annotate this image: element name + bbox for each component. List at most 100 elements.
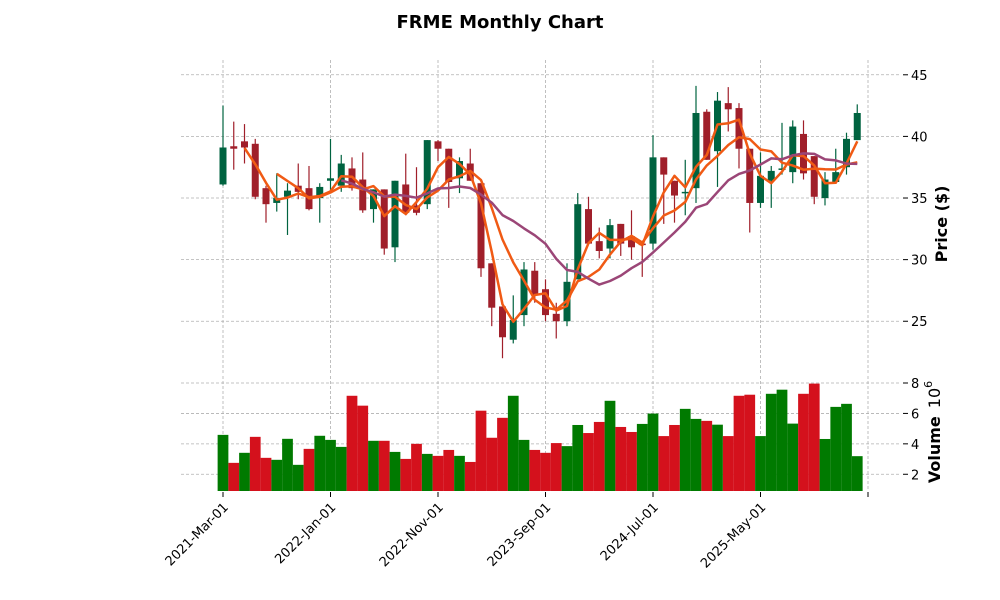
candle-body [434,141,442,149]
volume-bar [325,439,336,491]
candle-body [499,306,506,338]
volume-bar [604,400,616,491]
volume-bar [454,455,465,491]
volume-bar [357,405,369,491]
volume-bar [765,393,777,491]
volume-bar [421,453,433,491]
candle-body [531,270,539,296]
chart-title: FRME Monthly Chart [397,12,604,33]
volume-bar [303,448,315,491]
candles [219,85,861,359]
date-tick-label: 2022-Jan-01 [272,500,339,567]
volume-bar [368,440,379,491]
price-tick-label: 30 [911,254,928,269]
candle-body [778,168,786,170]
volume-bar [787,423,799,491]
volume-bar [798,393,809,491]
candle-body [853,112,861,141]
volume-axis: 2 4 6 8 [903,377,919,483]
candle-body [821,179,829,199]
volume-axis-label: Volume 106 [922,381,944,483]
candle-body [703,111,711,160]
candle-body [585,209,592,244]
candle-body [552,313,560,322]
candle-body [757,175,764,203]
candle-body [327,178,334,181]
candle-body [692,112,700,189]
volume-bar [443,449,455,491]
volume-bar [841,403,852,491]
volume-bar [271,459,283,491]
volume-bar [228,462,240,491]
candle-body [681,191,689,194]
candle-body [456,161,463,179]
volume-bar [830,406,842,491]
volume-bars [217,383,863,491]
candle-body [724,103,732,110]
candle-body [767,170,775,181]
volume-bar [808,383,820,491]
volume-bar [486,437,498,491]
price-tick-label: 40 [911,130,928,145]
candle-body [423,140,431,205]
candle-body [574,204,582,280]
candle-body [649,157,657,244]
candle-body [316,186,324,199]
candle-body [789,126,797,173]
volume-bar [701,420,713,491]
volume-bar [572,424,584,491]
volume-bar [282,438,293,491]
candle-body [810,156,818,197]
candle-body [391,180,399,248]
candle-body [832,172,840,182]
candle-body [284,190,291,197]
volume-bar [249,436,261,491]
volume-bar [260,457,272,491]
candle-body [520,269,528,316]
moving-average-12-line [340,152,858,286]
price-tick-label: 45 [911,69,928,84]
volume-bar [679,408,691,491]
volume-tick-label: 4 [911,438,919,453]
date-tick-label: 2022-Nov-01 [377,500,447,570]
candle-body [735,108,743,149]
price-axis: 25 30 35 40 45 [903,69,928,330]
candle-body [488,263,496,308]
volume-bar [529,449,541,491]
candle-body [542,289,549,316]
candle-body [628,236,635,248]
volume-tick-label: 2 [911,468,919,483]
candle-body [509,320,517,340]
volume-bar [744,394,756,491]
candle-body [337,163,345,186]
volume-bar [561,446,573,491]
volume-bar [722,436,734,491]
volume-tick-label: 6 [911,407,919,422]
volume-bar [475,410,487,491]
candle-body [219,147,227,185]
candle-body [595,241,603,252]
volume-bar [550,443,562,491]
candle-body [746,148,754,203]
moving-average-3-line [243,118,859,323]
price-tick-label: 25 [911,315,928,330]
volume-bar [776,389,788,491]
candle-body [445,148,453,182]
volume-bar [507,395,519,491]
price-tick-label: 35 [911,192,928,207]
volume-bar [733,395,745,491]
volume-bar [400,458,412,491]
volume-bar [636,423,648,491]
candle-body [660,157,668,175]
candle-body [230,146,238,149]
volume-bar [755,436,766,491]
volume-bar [432,455,444,491]
volume-bar [346,395,358,491]
volume-bar [615,426,627,491]
date-tick-label: 2024-Jul-01 [598,500,662,564]
candle-body [359,179,367,211]
candle-body [671,180,678,196]
volume-bar [647,413,659,491]
volume-exponent: 6 [922,381,935,388]
